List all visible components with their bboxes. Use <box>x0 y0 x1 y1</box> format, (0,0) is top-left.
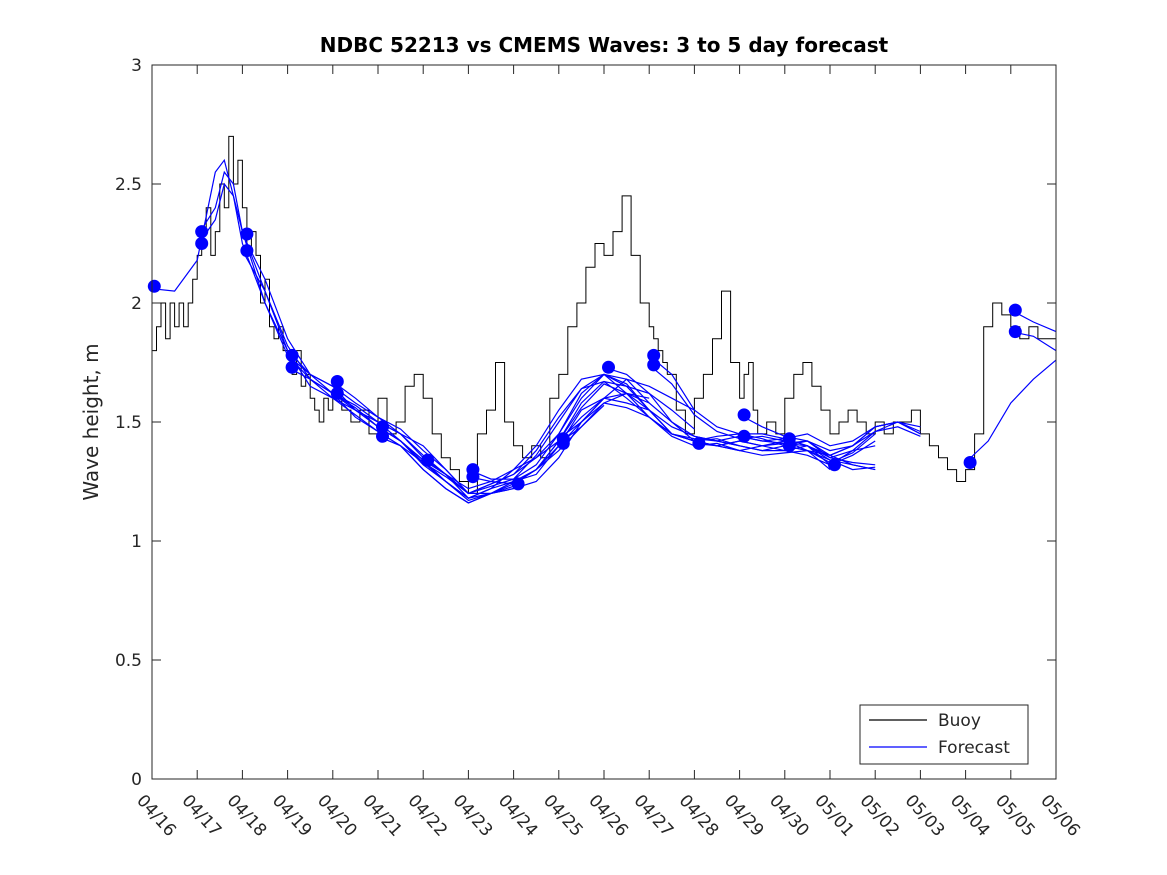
forecast-marker <box>647 358 661 372</box>
forecast-series <box>151 158 1057 504</box>
legend-forecast-label: Forecast <box>938 738 1010 758</box>
legend: Buoy Forecast <box>859 704 1029 765</box>
y-tick-label: 0.5 <box>115 651 142 671</box>
forecast-line <box>287 366 650 504</box>
buoy-series <box>152 135 1057 494</box>
forecast-line <box>784 438 876 466</box>
forecast-marker <box>602 360 615 374</box>
buoy-line <box>152 135 1057 494</box>
forecast-marker <box>421 453 435 467</box>
forecast-marker <box>240 227 254 241</box>
forecast-marker <box>963 456 977 469</box>
y-tick-labels: 0 0.5 1 1.5 2 2.5 3 <box>115 56 142 790</box>
forecast-marker <box>647 348 661 362</box>
forecast-marker <box>195 237 209 250</box>
forecast-markers <box>147 225 1022 491</box>
forecast-marker <box>195 225 209 239</box>
forecast-line <box>694 440 876 466</box>
forecast-line <box>287 354 650 499</box>
forecast-marker <box>828 458 841 472</box>
y-tick-label: 2.5 <box>115 175 142 195</box>
forecast-marker <box>511 477 525 491</box>
y-tick-label: 0 <box>131 770 142 790</box>
y-tick-label: 3 <box>131 56 142 76</box>
legend-box <box>859 704 1029 765</box>
forecast-marker <box>737 408 751 422</box>
forecast-marker <box>692 436 706 450</box>
forecast-marker <box>466 470 480 484</box>
forecast-line <box>829 421 921 466</box>
legend-buoy-label: Buoy <box>938 711 981 731</box>
forecast-marker <box>1008 303 1022 317</box>
forecast-marker <box>1008 325 1022 339</box>
forecast-marker <box>376 420 389 434</box>
plot-frame <box>151 64 1057 780</box>
forecast-marker <box>737 429 751 443</box>
forecast-marker <box>330 386 344 400</box>
forecast-marker <box>376 429 389 443</box>
y-tick-label: 2 <box>131 294 142 314</box>
forecast-marker <box>285 348 299 362</box>
forecast-line <box>377 380 740 495</box>
forecast-marker <box>147 279 161 293</box>
forecast-line <box>965 359 1057 463</box>
forecast-marker <box>556 436 570 450</box>
y-tick-label: 1 <box>131 532 142 552</box>
chart-title: NDBC 52213 vs CMEMS Waves: 3 to 5 day fo… <box>320 33 889 57</box>
forecast-marker <box>330 375 344 388</box>
forecast-line <box>784 445 876 471</box>
y-axis-label: Wave height, m <box>79 343 103 500</box>
y-tick-label: 1.5 <box>115 413 142 433</box>
forecast-marker <box>240 244 254 258</box>
forecast-marker <box>782 439 796 453</box>
forecast-marker <box>285 360 299 374</box>
